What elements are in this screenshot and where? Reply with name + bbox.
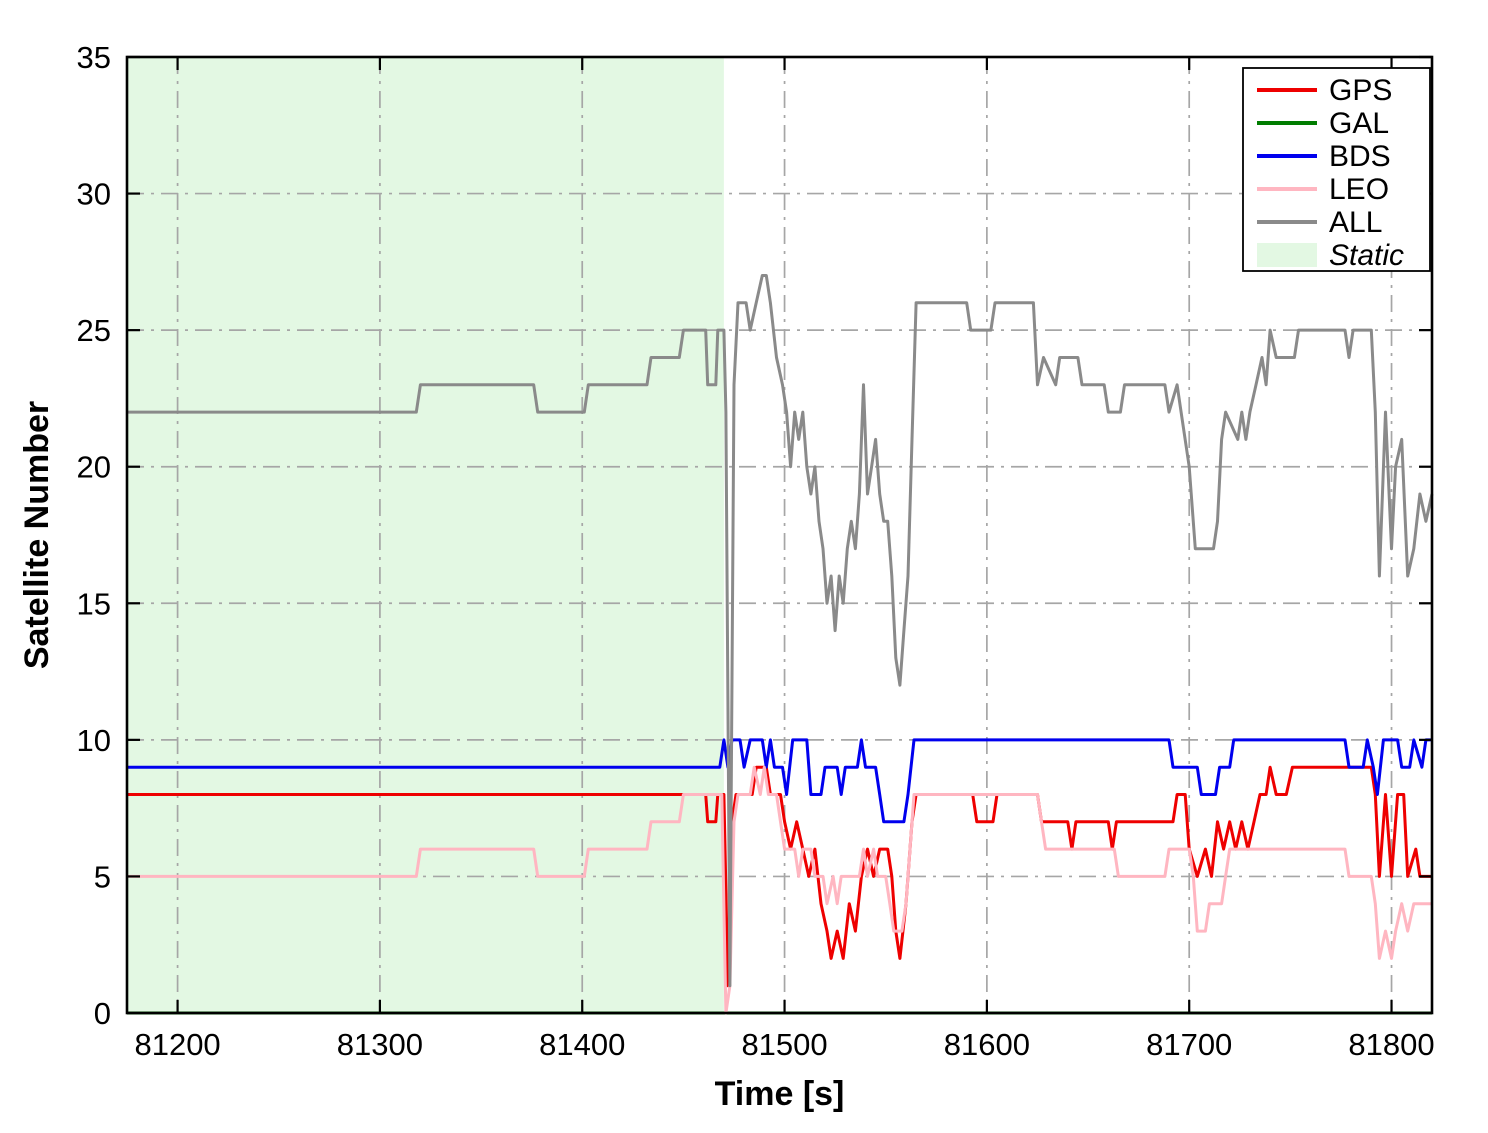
x-tick-label: 81400	[539, 1027, 625, 1062]
x-tick-label: 81700	[1146, 1027, 1232, 1062]
x-tick-label: 81600	[944, 1027, 1030, 1062]
y-tick-label: 35	[77, 40, 111, 75]
tick-labels: 81200 81300 81400 81500 81600 81700 81800 0 5 10 1…	[77, 40, 1435, 1062]
legend-box	[1242, 67, 1431, 272]
y-tick-label: 10	[77, 723, 111, 758]
y-tick-label: 20	[77, 450, 111, 485]
legend-label-GAL: GAL	[1329, 107, 1389, 140]
legend-label-BDS: BDS	[1329, 140, 1391, 173]
static-region	[127, 57, 724, 1013]
y-tick-label: 25	[77, 313, 111, 348]
y-tick-label: 15	[77, 586, 111, 621]
x-axis-label: Time [s]	[715, 1075, 845, 1113]
legend-label-ALL: ALL	[1329, 206, 1382, 239]
x-tick-label: 81200	[134, 1027, 220, 1062]
y-tick-label: 0	[94, 996, 111, 1031]
legend-swatch-Static	[1257, 243, 1317, 267]
x-tick-label: 81500	[741, 1027, 827, 1062]
plot-border	[125, 55, 1434, 1015]
series-BDS-line	[127, 738, 1432, 824]
series-LEO-line	[127, 765, 1432, 1015]
y-axis-label: Satellite Number	[18, 401, 56, 669]
grid	[127, 57, 1432, 1013]
legend-label-Static: Static	[1329, 239, 1404, 272]
y-tick-label: 30	[77, 177, 111, 212]
x-tick-label: 81800	[1348, 1027, 1434, 1062]
y-tick-label: 5	[94, 859, 111, 894]
legend-label-GPS: GPS	[1329, 74, 1392, 107]
legend-label-LEO: LEO	[1329, 173, 1389, 206]
series-ALL-line	[127, 274, 1434, 988]
x-tick-label: 81300	[337, 1027, 423, 1062]
